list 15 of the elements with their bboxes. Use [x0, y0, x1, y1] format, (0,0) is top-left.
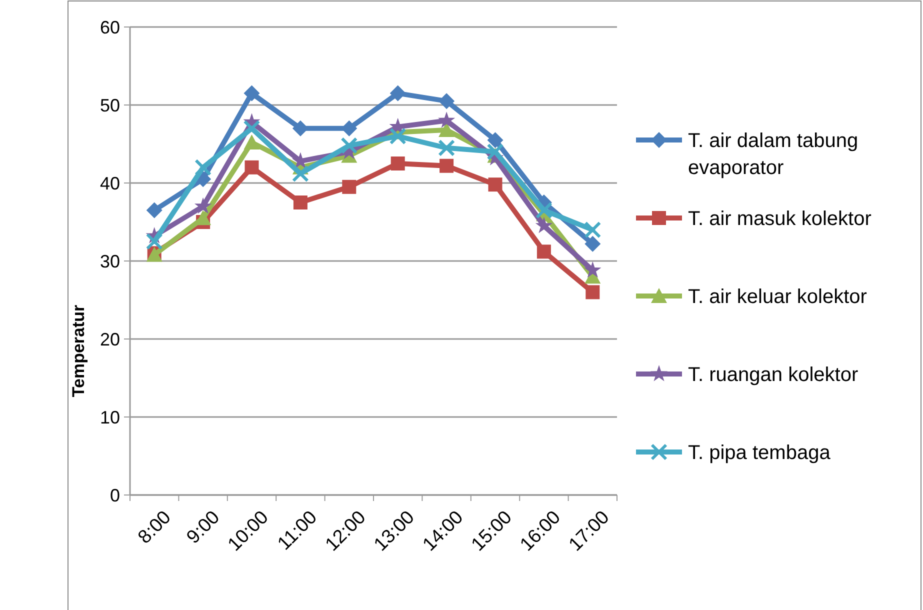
legend-label: T. ruangan kolektor: [688, 364, 858, 386]
y-tick-label: 0: [110, 485, 120, 506]
legend-label: T. air masuk kolektor: [688, 208, 872, 230]
x-tick-label: 8:00: [134, 507, 176, 548]
y-tick-label: 30: [100, 251, 120, 272]
y-tick-label: 20: [100, 329, 120, 350]
legend-label: T. air keluar kolektor: [688, 286, 868, 308]
legend-label: T. air dalam tabung evaporator: [688, 130, 858, 179]
x-tick-label: 9:00: [182, 507, 224, 548]
y-tick-label: 10: [100, 407, 120, 428]
y-tick-label: 50: [100, 95, 120, 116]
y-tick-label: 40: [100, 173, 120, 194]
legend-label: T. pipa tembaga: [688, 442, 832, 464]
y-axis-title: Temperatur: [69, 304, 88, 398]
y-tick-label: 60: [100, 17, 120, 38]
